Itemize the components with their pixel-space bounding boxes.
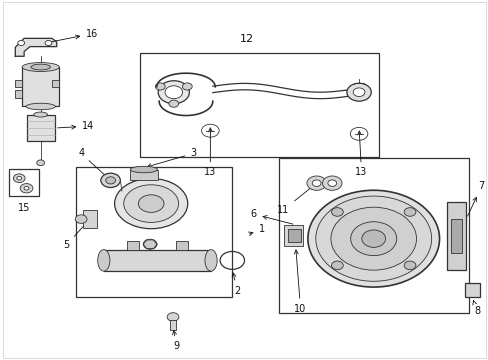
Circle shape xyxy=(75,215,87,224)
Circle shape xyxy=(101,173,120,188)
Bar xyxy=(288,229,300,242)
Polygon shape xyxy=(15,39,57,56)
Text: 1: 1 xyxy=(248,224,264,236)
Circle shape xyxy=(20,184,33,193)
Ellipse shape xyxy=(204,249,217,271)
Text: 11: 11 xyxy=(277,185,313,215)
Circle shape xyxy=(13,174,25,183)
Circle shape xyxy=(158,81,189,104)
Circle shape xyxy=(327,180,336,186)
Circle shape xyxy=(143,239,157,249)
Circle shape xyxy=(404,208,415,216)
Circle shape xyxy=(331,261,343,270)
Bar xyxy=(283,225,303,246)
Bar xyxy=(446,202,466,270)
Bar xyxy=(130,170,157,180)
Circle shape xyxy=(105,177,115,184)
Bar xyxy=(278,158,468,313)
Circle shape xyxy=(361,230,385,247)
Circle shape xyxy=(164,86,182,99)
Bar xyxy=(82,210,97,228)
Circle shape xyxy=(37,160,44,166)
Ellipse shape xyxy=(34,112,47,117)
Circle shape xyxy=(182,83,192,90)
Circle shape xyxy=(330,207,416,270)
Circle shape xyxy=(352,88,364,96)
Text: 6: 6 xyxy=(250,209,292,224)
Text: 13: 13 xyxy=(204,128,216,177)
Bar xyxy=(103,249,211,271)
Text: 8: 8 xyxy=(472,301,479,316)
Text: 2: 2 xyxy=(232,273,240,296)
Circle shape xyxy=(168,100,178,107)
Ellipse shape xyxy=(22,63,59,72)
Text: 13: 13 xyxy=(355,131,367,177)
Circle shape xyxy=(349,127,367,140)
Text: 12: 12 xyxy=(240,34,254,44)
Circle shape xyxy=(306,176,326,190)
Bar xyxy=(76,167,232,297)
Text: 10: 10 xyxy=(294,250,306,314)
Text: 14: 14 xyxy=(58,121,94,131)
Circle shape xyxy=(18,41,24,45)
Bar xyxy=(22,67,59,107)
Circle shape xyxy=(346,83,370,101)
Circle shape xyxy=(17,176,21,180)
Bar xyxy=(170,320,176,330)
Bar xyxy=(9,169,39,196)
Text: 16: 16 xyxy=(50,29,98,42)
Circle shape xyxy=(45,41,52,45)
Circle shape xyxy=(312,180,321,186)
Ellipse shape xyxy=(114,179,187,229)
Bar xyxy=(15,90,22,98)
Bar xyxy=(176,242,187,250)
Ellipse shape xyxy=(98,249,110,271)
Bar xyxy=(140,53,378,157)
Circle shape xyxy=(315,196,431,281)
Circle shape xyxy=(404,261,415,270)
Text: 3: 3 xyxy=(147,148,196,167)
Ellipse shape xyxy=(130,166,157,173)
Ellipse shape xyxy=(123,185,178,222)
Bar xyxy=(52,80,59,87)
Circle shape xyxy=(350,222,396,256)
Ellipse shape xyxy=(26,103,55,110)
Circle shape xyxy=(307,190,439,287)
Circle shape xyxy=(24,186,29,190)
Circle shape xyxy=(155,83,165,90)
Bar xyxy=(26,114,55,141)
Text: 9: 9 xyxy=(172,331,180,351)
Bar xyxy=(127,242,139,250)
Ellipse shape xyxy=(138,195,163,212)
Circle shape xyxy=(201,124,219,137)
Text: 5: 5 xyxy=(63,222,87,250)
Bar xyxy=(464,283,479,297)
Bar xyxy=(15,80,22,87)
Circle shape xyxy=(331,208,343,216)
Text: 4: 4 xyxy=(78,148,108,178)
Text: 15: 15 xyxy=(18,203,30,213)
Ellipse shape xyxy=(31,64,50,70)
Circle shape xyxy=(322,176,341,190)
Bar xyxy=(450,219,462,253)
Text: 7: 7 xyxy=(467,181,484,216)
Circle shape xyxy=(167,313,179,321)
